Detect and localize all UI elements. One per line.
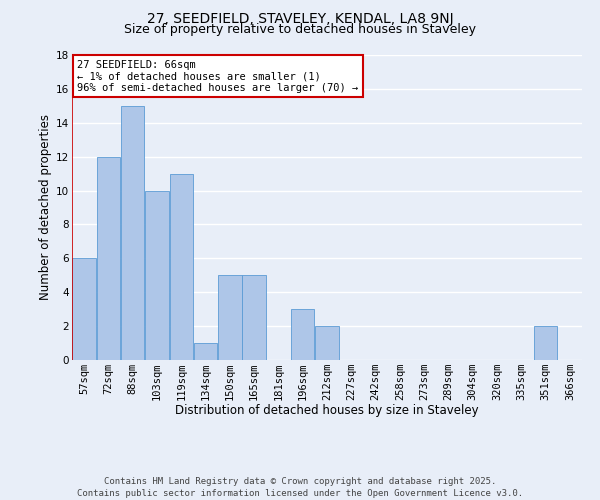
X-axis label: Distribution of detached houses by size in Staveley: Distribution of detached houses by size … xyxy=(175,404,479,417)
Bar xyxy=(534,326,557,360)
Text: Size of property relative to detached houses in Staveley: Size of property relative to detached ho… xyxy=(124,22,476,36)
Bar xyxy=(218,276,242,360)
Bar xyxy=(73,258,96,360)
Bar xyxy=(121,106,145,360)
Bar xyxy=(242,276,266,360)
Y-axis label: Number of detached properties: Number of detached properties xyxy=(39,114,52,300)
Text: Contains HM Land Registry data © Crown copyright and database right 2025.
Contai: Contains HM Land Registry data © Crown c… xyxy=(77,476,523,498)
Text: 27 SEEDFIELD: 66sqm
← 1% of detached houses are smaller (1)
96% of semi-detached: 27 SEEDFIELD: 66sqm ← 1% of detached hou… xyxy=(77,60,358,93)
Bar xyxy=(291,309,314,360)
Bar xyxy=(315,326,339,360)
Bar xyxy=(194,343,217,360)
Bar xyxy=(97,156,120,360)
Bar xyxy=(145,190,169,360)
Bar xyxy=(170,174,193,360)
Text: 27, SEEDFIELD, STAVELEY, KENDAL, LA8 9NJ: 27, SEEDFIELD, STAVELEY, KENDAL, LA8 9NJ xyxy=(146,12,454,26)
